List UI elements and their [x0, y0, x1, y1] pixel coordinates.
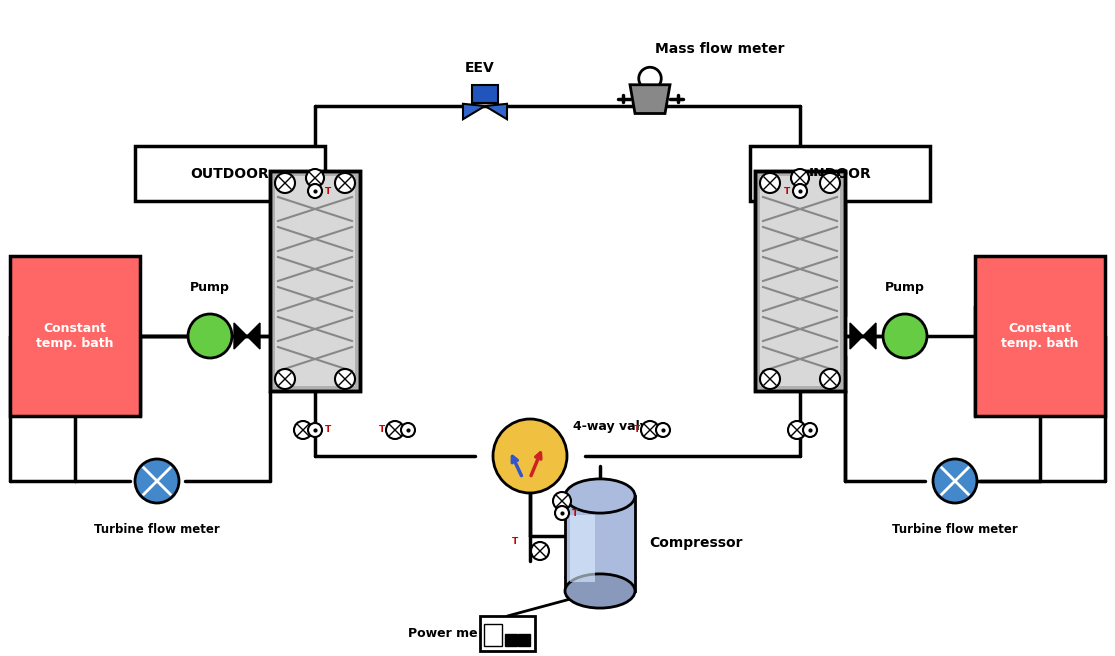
Circle shape	[275, 173, 295, 193]
Text: T: T	[379, 426, 385, 434]
Circle shape	[308, 423, 322, 437]
Bar	[479, 616, 535, 651]
Circle shape	[334, 173, 355, 193]
Polygon shape	[248, 323, 260, 349]
Text: Power me: Power me	[408, 627, 478, 640]
Polygon shape	[234, 323, 248, 349]
Circle shape	[639, 68, 661, 90]
Text: Compressor: Compressor	[649, 537, 743, 550]
Text: Constant
temp. bath: Constant temp. bath	[1001, 322, 1078, 350]
Text: 4-way valve: 4-way valve	[572, 420, 656, 433]
Circle shape	[791, 169, 809, 187]
Bar	[565, 496, 636, 591]
Circle shape	[760, 369, 780, 389]
Circle shape	[803, 423, 817, 437]
Circle shape	[306, 169, 324, 187]
Text: EEV: EEV	[465, 61, 495, 75]
Circle shape	[401, 423, 415, 437]
Circle shape	[531, 542, 549, 560]
Text: T: T	[324, 426, 331, 434]
Text: T: T	[512, 537, 518, 546]
Bar	[484, 624, 502, 646]
FancyBboxPatch shape	[755, 171, 845, 391]
Bar	[975, 256, 1105, 416]
Circle shape	[656, 423, 670, 437]
Ellipse shape	[565, 574, 636, 608]
Bar	[505, 634, 517, 646]
Text: Mass flow meter: Mass flow meter	[655, 42, 785, 56]
Polygon shape	[863, 323, 876, 349]
Circle shape	[641, 421, 659, 439]
Text: T: T	[572, 508, 578, 518]
Circle shape	[386, 421, 404, 439]
Text: Constant
temp. bath: Constant temp. bath	[37, 322, 114, 350]
Bar	[760, 176, 840, 386]
Text: Pump: Pump	[885, 281, 925, 294]
Text: T: T	[784, 186, 791, 195]
Bar	[472, 85, 498, 103]
Text: T: T	[324, 186, 331, 195]
Circle shape	[334, 369, 355, 389]
Ellipse shape	[565, 479, 636, 513]
Circle shape	[275, 369, 295, 389]
Bar	[270, 171, 360, 391]
Circle shape	[308, 184, 322, 198]
Circle shape	[553, 492, 571, 510]
Circle shape	[820, 369, 840, 389]
Text: INDOOR: INDOOR	[808, 167, 872, 181]
Polygon shape	[850, 323, 863, 349]
Polygon shape	[463, 104, 485, 119]
Text: Pump: Pump	[190, 281, 230, 294]
Bar	[518, 634, 530, 646]
Circle shape	[555, 506, 569, 520]
Circle shape	[883, 314, 927, 358]
Bar	[570, 515, 594, 581]
Circle shape	[294, 421, 312, 439]
FancyBboxPatch shape	[270, 171, 360, 391]
Text: OUTDOOR: OUTDOOR	[191, 167, 270, 181]
Bar	[750, 146, 930, 201]
Bar	[275, 176, 355, 386]
Bar	[10, 256, 140, 416]
Circle shape	[493, 419, 568, 493]
Circle shape	[793, 184, 807, 198]
Circle shape	[820, 173, 840, 193]
Text: Turbine flow meter: Turbine flow meter	[94, 523, 220, 536]
Circle shape	[135, 459, 180, 503]
Circle shape	[760, 173, 780, 193]
Polygon shape	[630, 85, 670, 113]
Circle shape	[188, 314, 232, 358]
Text: Turbine flow meter: Turbine flow meter	[892, 523, 1018, 536]
Bar	[755, 171, 845, 391]
Text: T: T	[633, 426, 640, 434]
Circle shape	[933, 459, 977, 503]
Bar	[135, 146, 324, 201]
Circle shape	[788, 421, 806, 439]
Polygon shape	[485, 104, 507, 119]
